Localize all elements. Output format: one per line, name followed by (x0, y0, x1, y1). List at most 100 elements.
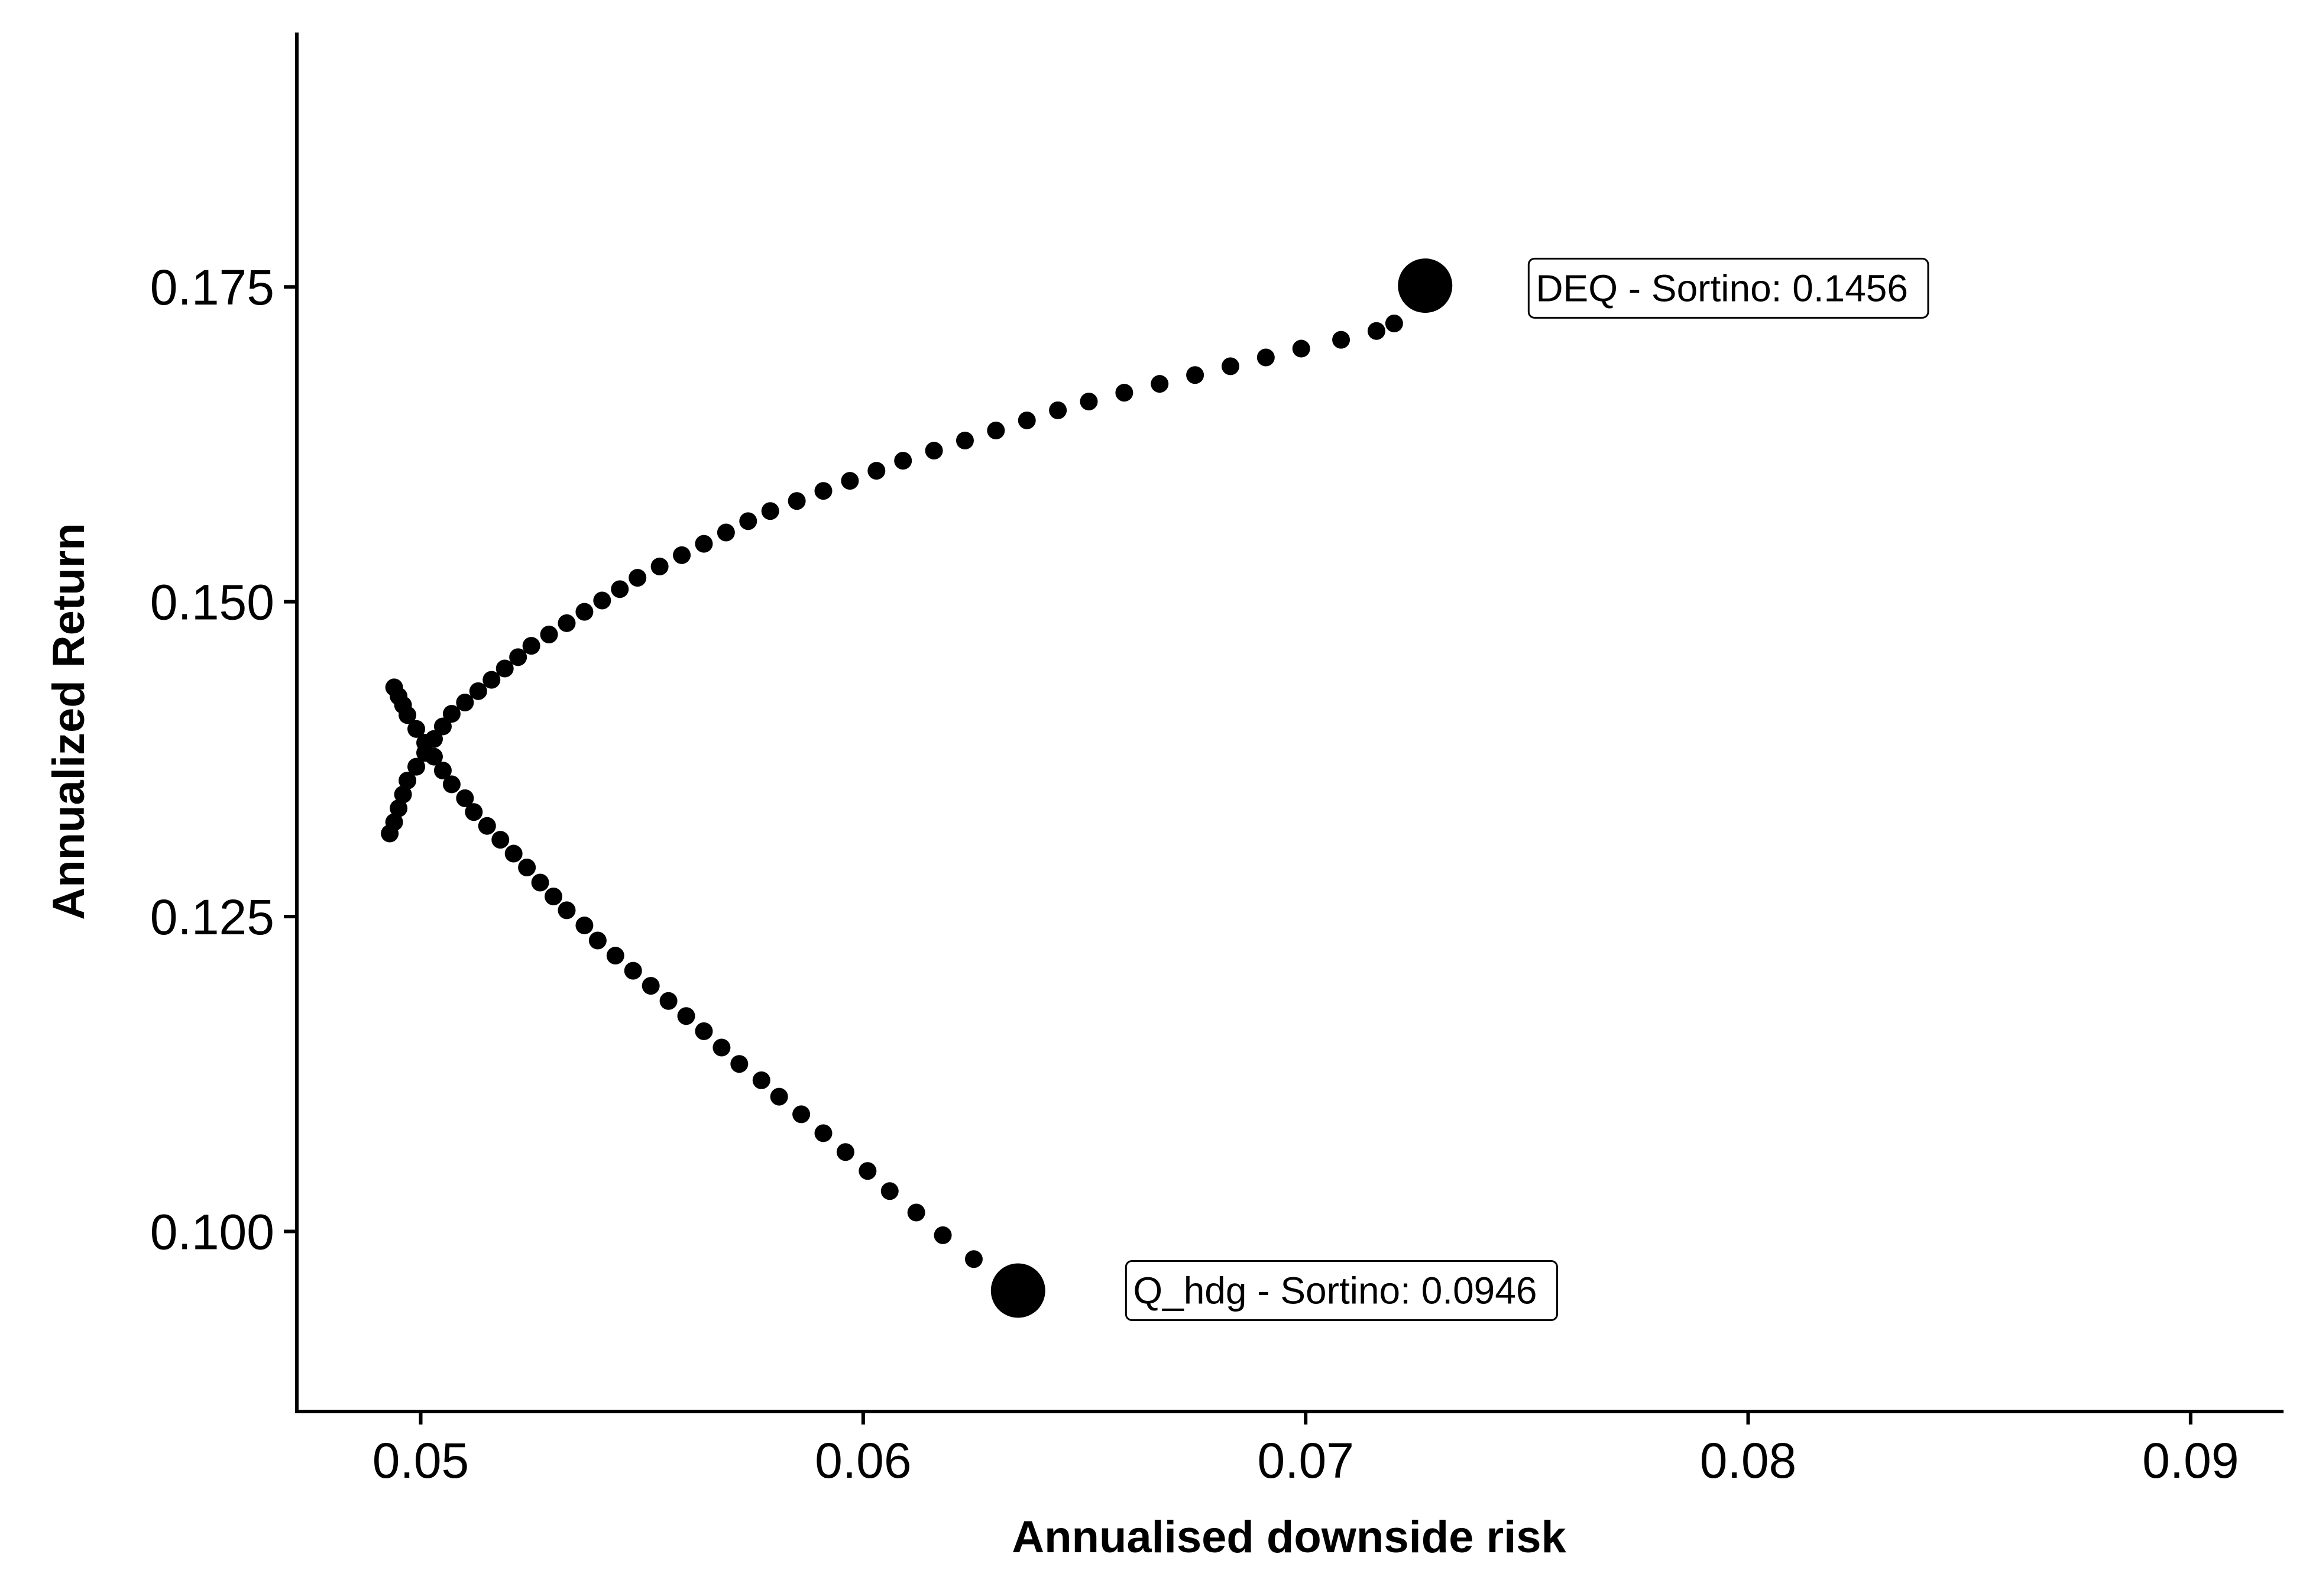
x-ticks: 0.05 0.06 0.07 0.08 0.09 (373, 1412, 2239, 1488)
frontier-point (859, 1162, 877, 1180)
y-tick-label: 0.100 (150, 1204, 274, 1260)
frontier-point (761, 502, 779, 520)
frontier-point (1367, 322, 1385, 340)
frontier-point (425, 730, 443, 748)
frontier-point (1292, 339, 1310, 358)
frontier-point (894, 452, 912, 470)
frontier-point (1151, 375, 1169, 393)
x-tick-label: 0.08 (1700, 1433, 1797, 1488)
frontier-point (385, 813, 403, 831)
frontier-point (695, 1022, 713, 1040)
frontier-point (495, 659, 514, 678)
frontier-point (650, 557, 669, 575)
x-tick-label: 0.07 (1257, 1433, 1354, 1488)
annotations: DEQ - Sortino: 0.1456 Q_hdg - Sortino: 0.… (1125, 257, 1929, 1322)
frontier-point (558, 901, 576, 920)
frontier-point (814, 482, 833, 500)
frontier-point (611, 580, 629, 598)
frontier-point (739, 512, 757, 530)
frontier-point (673, 546, 691, 564)
frontier-point (730, 1055, 749, 1073)
frontier-point (987, 421, 1005, 439)
x-tick-label: 0.06 (815, 1433, 912, 1488)
frontier-point (588, 931, 607, 950)
frontier-point (677, 1007, 695, 1025)
frontier-point (518, 858, 536, 876)
y-tick-label: 0.125 (150, 889, 274, 945)
frontier-point (867, 462, 886, 480)
frontier-point (399, 772, 417, 790)
frontier-point (390, 799, 408, 817)
frontier-point (407, 720, 426, 738)
frontier-point (712, 1038, 731, 1057)
frontier-point (642, 977, 660, 995)
frontier-point (1332, 331, 1350, 349)
frontier-point (394, 785, 412, 804)
frontier-point (456, 693, 474, 711)
frontier-point (934, 1226, 952, 1244)
frontier-point (907, 1203, 925, 1222)
frontier-point (1115, 384, 1133, 402)
frontier-point (575, 916, 594, 934)
frontier-point (841, 472, 859, 490)
frontier-point (1018, 411, 1036, 429)
frontier-point (469, 682, 487, 700)
frontier-point (433, 761, 452, 779)
frontier-point (1186, 366, 1204, 384)
x-axis-title: Annualised downside risk (1012, 1512, 1566, 1562)
annotation-label: Q_hdg - Sortino: 0.0946 (1125, 1260, 1558, 1322)
annotation-label: DEQ - Sortino: 0.1456 (1527, 257, 1929, 319)
annotation-box (1527, 257, 1929, 319)
axes (295, 33, 2284, 1413)
frontier-point (442, 775, 461, 794)
frontier-point (964, 1250, 983, 1268)
frontier-point (814, 1124, 833, 1142)
frontier-point (836, 1143, 854, 1161)
frontier-point (522, 637, 540, 655)
annotation-text: DEQ - Sortino: 0.1456 (1536, 267, 1908, 309)
frontier-point (545, 887, 563, 905)
frontier-point (1256, 348, 1275, 367)
x-tick-label: 0.05 (373, 1433, 469, 1488)
frontier-point (465, 803, 483, 821)
x-tick-label: 0.09 (2142, 1433, 2239, 1488)
frontier-point (752, 1071, 770, 1089)
frontier-point (880, 1182, 899, 1200)
frontier-point (770, 1087, 788, 1106)
frontier-point (575, 603, 594, 621)
frontier-point (509, 648, 527, 666)
frontier-point (433, 717, 452, 736)
frontier-point (456, 789, 474, 807)
y-tick-label: 0.150 (150, 575, 274, 630)
endpoint-marker (1398, 258, 1453, 313)
frontier-point (385, 678, 403, 697)
frontier-point (1080, 392, 1098, 410)
frontier-point (1049, 401, 1067, 419)
frontier-point (1385, 314, 1403, 332)
frontier-point (925, 442, 943, 460)
y-tick-label: 0.175 (150, 260, 274, 315)
frontier-point (624, 962, 642, 980)
frontier-point (531, 873, 549, 892)
y-ticks: 0.100 0.125 0.150 0.175 (150, 260, 297, 1260)
frontier-point (407, 757, 426, 776)
y-axis-title: Annualized Return (44, 523, 94, 920)
frontier-point (558, 614, 576, 632)
frontier-point (478, 817, 496, 835)
endpoint-markers (990, 258, 1453, 1318)
frontier-point (717, 523, 735, 542)
frontier-point (482, 671, 501, 689)
frontier-point (442, 705, 461, 723)
annotation-text: Q_hdg - Sortino: 0.0946 (1133, 1270, 1537, 1312)
frontier-point (659, 992, 678, 1010)
frontier-point (629, 569, 647, 587)
frontier-point (695, 535, 713, 553)
frontier-point (1221, 357, 1239, 375)
frontier-points (381, 314, 1403, 1293)
frontier-point (788, 492, 806, 510)
frontier-point (606, 947, 624, 965)
frontier-point (956, 432, 974, 450)
annotation-box (1125, 1260, 1558, 1322)
frontier-point (491, 831, 510, 849)
